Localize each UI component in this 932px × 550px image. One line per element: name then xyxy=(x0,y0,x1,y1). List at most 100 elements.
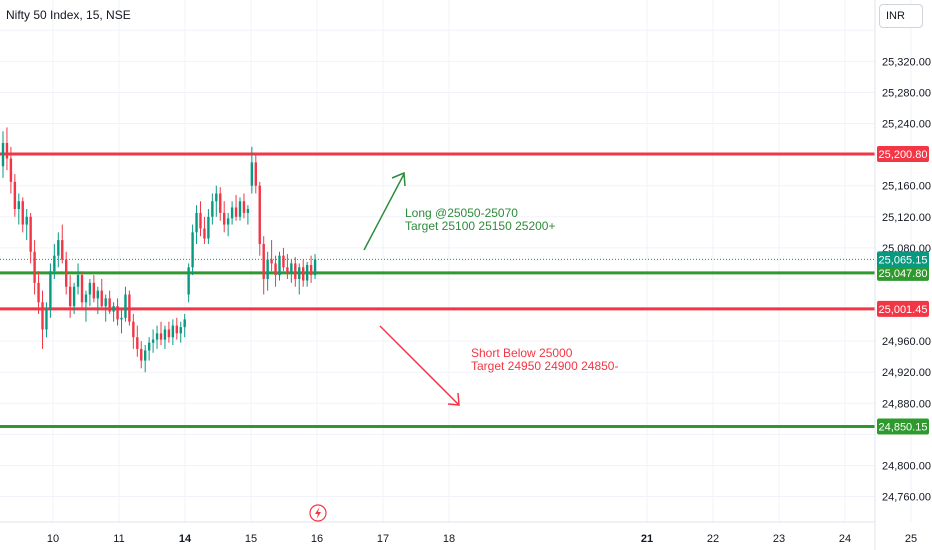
level-price-label-bg xyxy=(877,300,929,317)
candle-body xyxy=(1,142,5,167)
candle-body xyxy=(282,255,285,268)
short-annotation-line2: Target 24950 24900 24850- xyxy=(471,359,618,373)
level-price-label: 25,001.45 xyxy=(879,304,928,316)
price-tick-label: 24,800.00 xyxy=(882,460,931,472)
candle-body xyxy=(309,264,313,276)
candle-body xyxy=(254,162,257,186)
candle-body xyxy=(25,216,28,225)
candle-body xyxy=(266,259,269,279)
price-tick-label: 24,880.00 xyxy=(882,398,931,410)
candle-body xyxy=(278,255,281,276)
candle-body xyxy=(286,267,289,273)
candle-body xyxy=(167,329,171,338)
price-tick-label: 25,280.00 xyxy=(882,87,931,99)
candle-body xyxy=(250,162,254,186)
candle-body xyxy=(147,342,151,351)
price-axis[interactable]: 25,320.00 25,280.00 25,240.00 25,160.00 25,1… xyxy=(874,0,931,550)
candle-body xyxy=(258,185,261,244)
candle-body xyxy=(57,240,60,256)
candle-body xyxy=(234,207,238,217)
long-arrow-line xyxy=(363,173,405,251)
candle-body xyxy=(183,319,186,328)
candle-body xyxy=(5,142,9,159)
candle-body xyxy=(29,216,32,252)
candle-body xyxy=(171,325,175,338)
time-tick-label: 18 xyxy=(443,533,455,545)
time-tick-label: 25 xyxy=(905,533,917,545)
candle-body xyxy=(53,255,56,272)
candle-body xyxy=(179,327,182,334)
candle-body xyxy=(274,263,277,276)
time-tick-label: 16 xyxy=(311,533,323,545)
lightning-icon-bolt xyxy=(315,507,321,519)
candle-body xyxy=(80,275,84,303)
candle-body xyxy=(112,306,115,312)
currency-selector[interactable]: INR xyxy=(879,4,923,28)
candle-body xyxy=(246,209,250,213)
candle-body xyxy=(61,240,64,260)
candle-body xyxy=(207,216,210,239)
candle-body xyxy=(100,290,103,307)
price-tick-label: 25,320.00 xyxy=(882,56,931,68)
annotation-arrows xyxy=(363,171,460,406)
long-arrow-head xyxy=(391,171,406,187)
candle-body xyxy=(108,298,111,312)
level-price-label: 25,047.80 xyxy=(879,268,928,280)
candle-body xyxy=(187,267,190,295)
time-tick-label: 10 xyxy=(47,533,59,545)
candle-body xyxy=(84,294,88,303)
candle-body xyxy=(37,282,40,303)
candle-body xyxy=(120,317,123,320)
candle-body xyxy=(140,348,143,361)
lightning-icon[interactable] xyxy=(309,504,327,522)
candle-body xyxy=(230,207,234,219)
candles xyxy=(1,127,317,373)
candle-body xyxy=(72,286,76,307)
level-price-label: 25,200.80 xyxy=(879,149,928,161)
candle-body xyxy=(13,181,17,210)
price-tick-label: 25,160.00 xyxy=(882,181,931,193)
long-annotation-line2: Target 25100 25150 25200+ xyxy=(405,219,555,233)
candle-body xyxy=(132,321,135,338)
candle-body xyxy=(76,275,80,287)
time-tick-label: 21 xyxy=(641,533,653,545)
candle-body xyxy=(238,201,242,217)
candle-body xyxy=(96,290,99,299)
time-tick-label: 23 xyxy=(773,533,785,545)
time-tick-label: 17 xyxy=(377,533,389,545)
candle-body xyxy=(155,333,159,340)
level-price-label: 24,850.15 xyxy=(879,422,928,434)
candle-body xyxy=(313,259,317,276)
candle-body xyxy=(159,333,163,340)
candle-body xyxy=(68,286,72,307)
level-price-label-bg xyxy=(877,146,929,162)
candle-body xyxy=(242,201,246,213)
candle-body xyxy=(151,339,155,343)
candle-body xyxy=(302,267,305,281)
candle-body xyxy=(88,282,92,295)
candle-body xyxy=(290,263,293,273)
current-price-label-bg xyxy=(877,251,929,268)
candle-body xyxy=(219,193,222,213)
candle-body xyxy=(128,294,131,322)
candle-body xyxy=(124,294,127,318)
candle-body xyxy=(262,243,265,279)
time-tick-label: 14 xyxy=(179,533,192,545)
candle-body xyxy=(203,228,206,239)
candle-body xyxy=(41,302,44,330)
time-tick-label: 22 xyxy=(707,533,719,545)
grid xyxy=(0,0,912,522)
time-axis[interactable]: 10111415161718212223242528 xyxy=(0,521,932,545)
candle-body xyxy=(17,201,20,210)
candle-body xyxy=(226,218,230,225)
short-arrow-head xyxy=(447,392,460,406)
candle-body xyxy=(270,259,273,264)
candle-body xyxy=(65,259,68,287)
candle-body xyxy=(211,201,214,217)
candle-body xyxy=(294,263,297,279)
candle-body xyxy=(104,298,107,307)
candle-body xyxy=(9,158,13,182)
symbol-title: Nifty 50 Index, 15, NSE xyxy=(6,8,131,22)
long-annotation-line1: Long @25050-25070 xyxy=(405,206,518,220)
